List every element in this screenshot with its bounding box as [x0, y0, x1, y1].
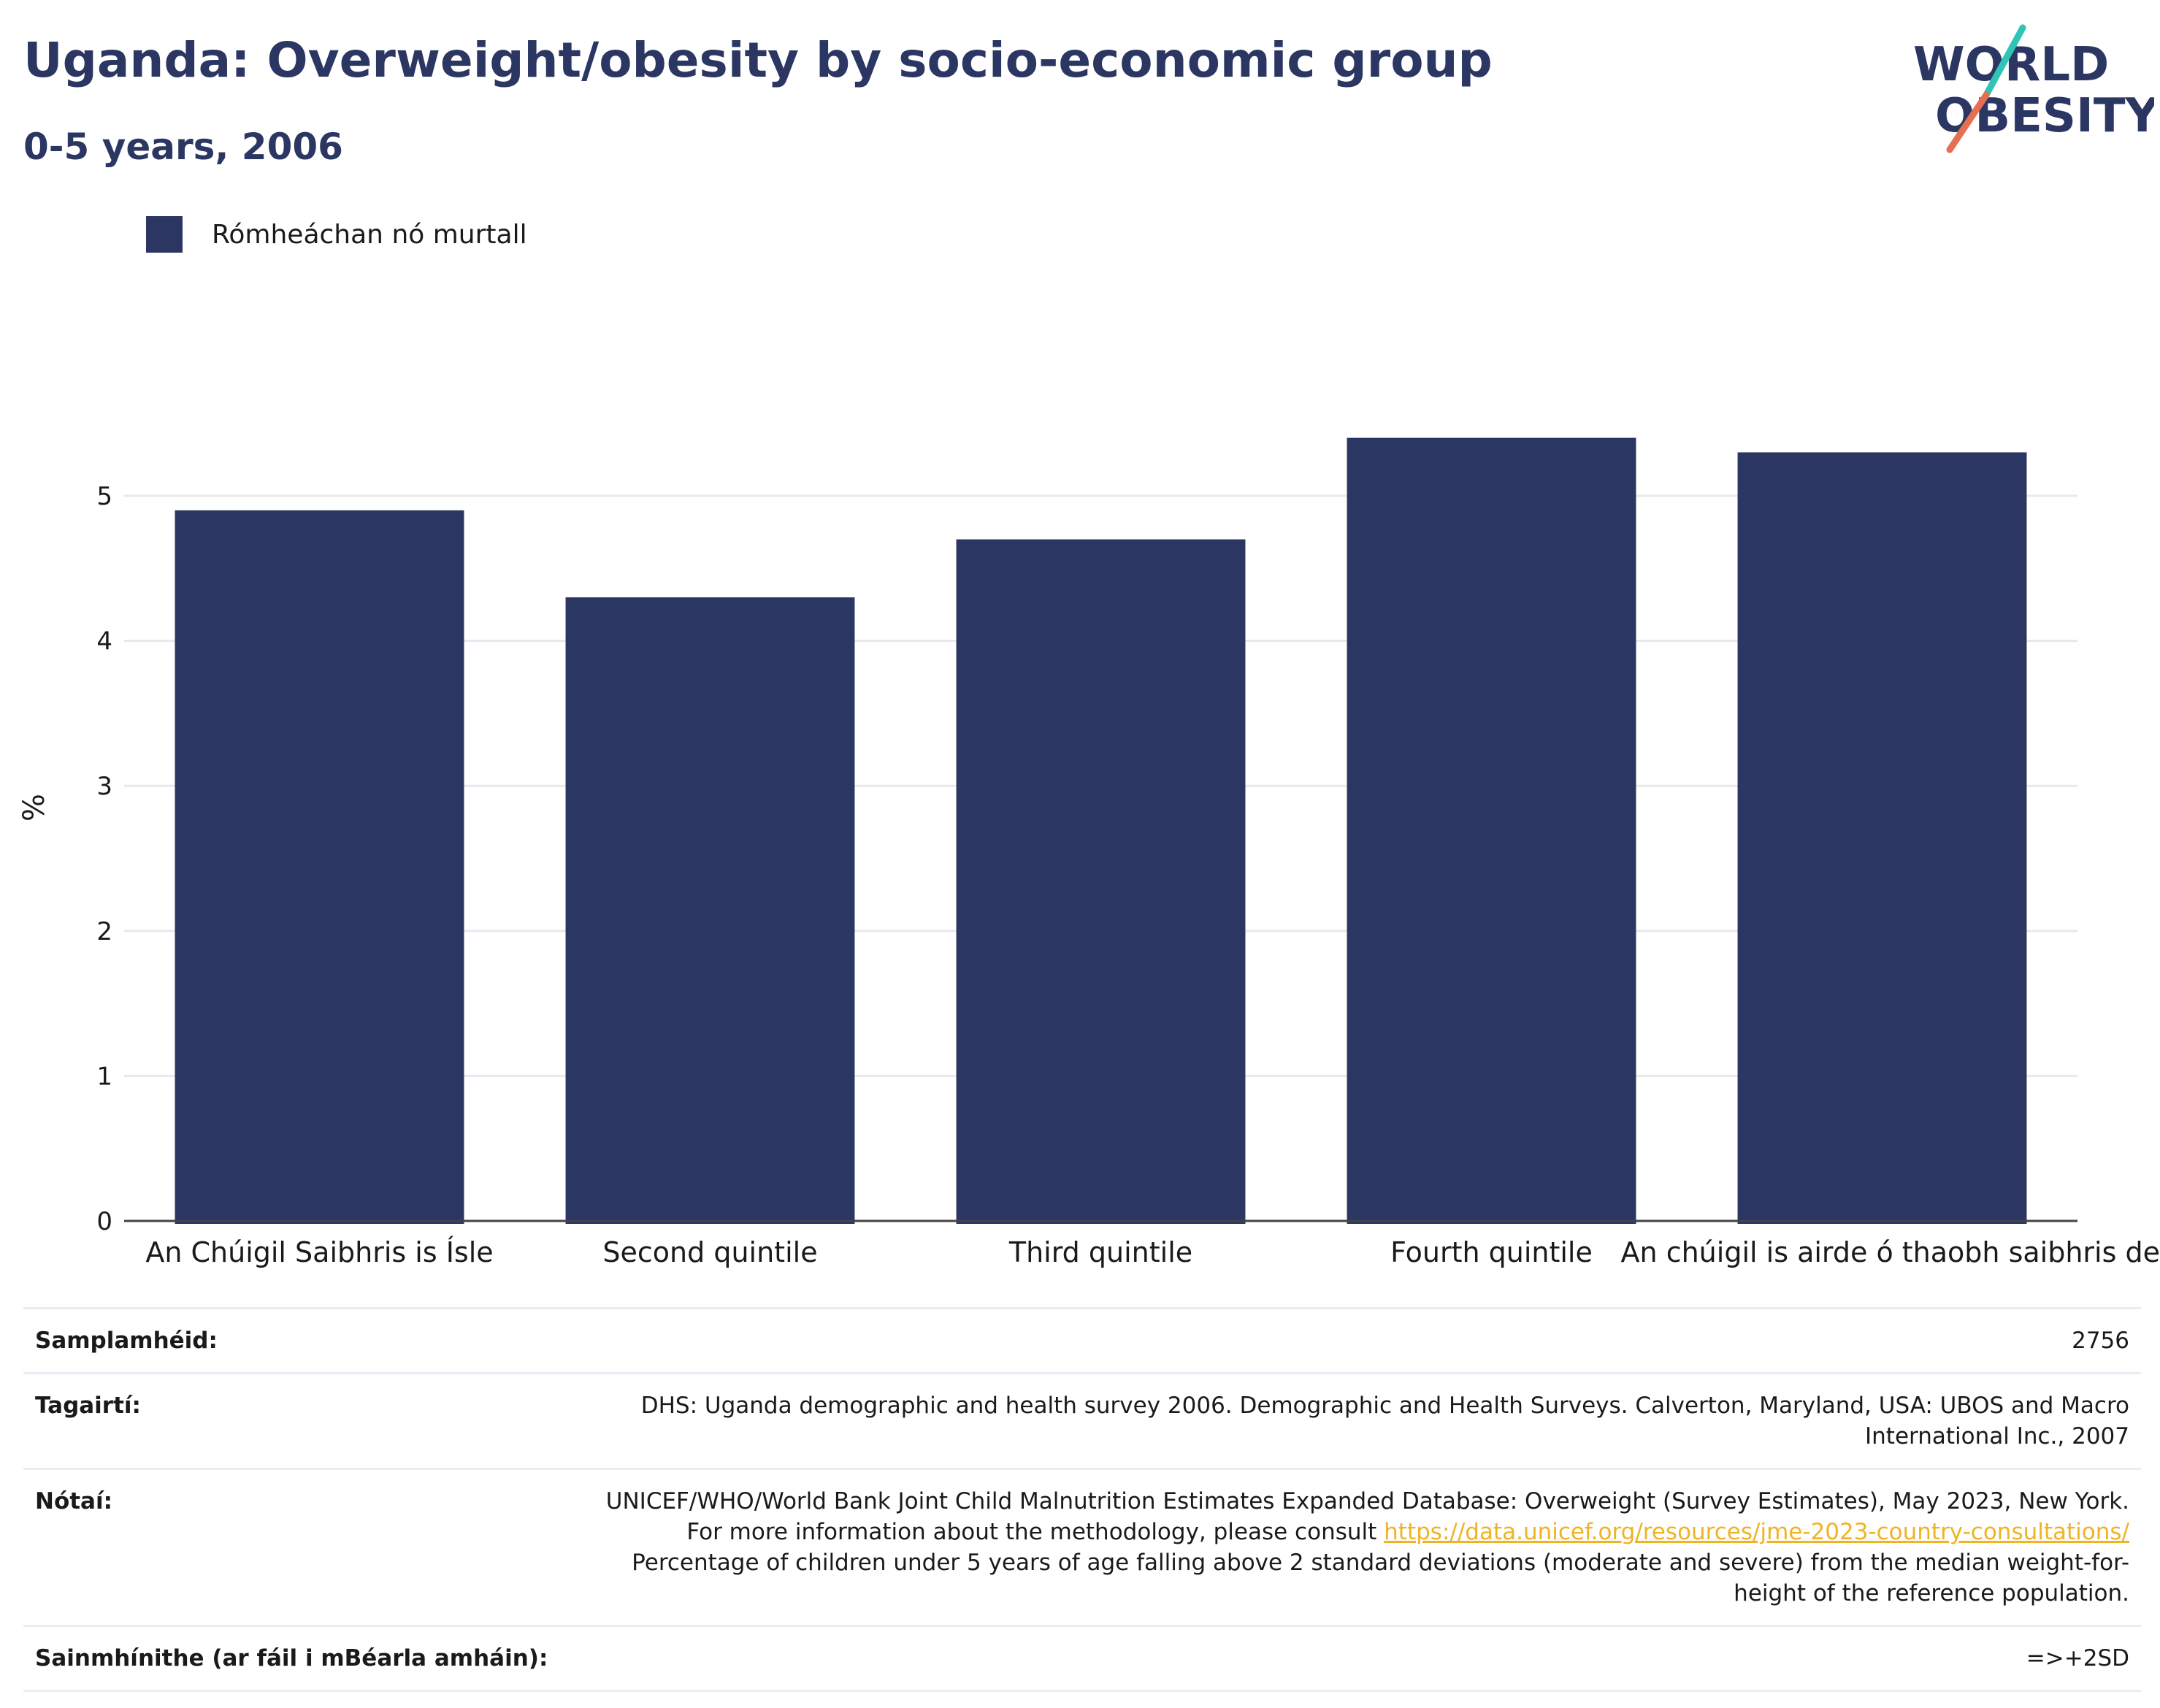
- info-row-references: Tagairtí: DHS: Uganda demographic and he…: [23, 1372, 2141, 1469]
- definitions-value: =>+2SD: [559, 1625, 2141, 1692]
- bar-0: [175, 510, 464, 1224]
- x-tick-label-2: Third quintile: [1008, 1236, 1192, 1268]
- info-row-definitions: Sainmhínithe (ar fáil i mBéarla amháin):…: [23, 1625, 2141, 1692]
- y-tick-label: 1: [96, 1062, 112, 1091]
- x-tick-label-1: Second quintile: [602, 1236, 817, 1268]
- y-tick-label: 2: [96, 917, 112, 946]
- y-tick-label: 5: [96, 482, 112, 511]
- y-tick-labels: 0 1 2 3 4 5: [96, 482, 112, 1236]
- info-table: Samplamhéid: 2756 Tagairtí: DHS: Uganda …: [23, 1307, 2141, 1692]
- legend-label: Rómheáchan nó murtall: [212, 219, 527, 250]
- info-row-notes: Nótaí: UNICEF/WHO/World Bank Joint Child…: [23, 1468, 2141, 1626]
- definitions-label: Sainmhínithe (ar fáil i mBéarla amháin):: [23, 1625, 560, 1692]
- chart-title: Uganda: Overweight/obesity by socio-econ…: [23, 32, 1493, 88]
- bar-3: [1347, 437, 1636, 1225]
- legend-swatch: [146, 216, 183, 253]
- info-row-sample: Samplamhéid: 2756: [23, 1307, 2141, 1374]
- notes-text-1: UNICEF/WHO/World Bank Joint Child Malnut…: [605, 1488, 2129, 1545]
- y-tick-label: 4: [96, 627, 112, 656]
- notes-link[interactable]: https://data.unicef.org/resources/jme-20…: [1384, 1519, 2129, 1545]
- sample-value: 2756: [559, 1307, 2141, 1374]
- logo-accent-teal: [1983, 24, 2026, 99]
- sample-label: Samplamhéid:: [23, 1307, 560, 1374]
- chart-legend[interactable]: Rómheáchan nó murtall: [146, 216, 527, 253]
- y-axis-label: %: [18, 794, 51, 822]
- x-tick-label-3: Fourth quintile: [1390, 1236, 1593, 1268]
- references-label: Tagairtí:: [23, 1372, 560, 1469]
- bar-1: [565, 597, 855, 1224]
- x-tick-labels: An Chúigil Saibhris is Ísle Second quinti…: [145, 1236, 2160, 1268]
- bar-chart: 0 1 2 3 4 5 An Chúigil Saibhris is Ísle Second…: [18, 437, 2160, 1268]
- notes-label: Nótaí:: [23, 1468, 560, 1626]
- y-tick-label: 0: [96, 1207, 112, 1236]
- chart-subtitle: 0-5 years, 2006: [23, 126, 343, 168]
- notes-value: UNICEF/WHO/World Bank Joint Child Malnut…: [559, 1468, 2141, 1626]
- logo-accent-coral: [1946, 91, 1990, 153]
- references-value: DHS: Uganda demographic and health surve…: [559, 1372, 2141, 1469]
- world-obesity-logo: WORLD OBESITY: [1913, 24, 2154, 153]
- bars: [175, 437, 2027, 1225]
- y-tick-label: 3: [96, 772, 112, 801]
- notes-text-2: Percentage of children under 5 years of …: [632, 1550, 2129, 1606]
- x-tick-label-0: An Chúigil Saibhris is Ísle: [145, 1236, 493, 1268]
- x-tick-label-4: An chúigil is airde ó thaobh saibhris de: [1621, 1236, 2160, 1268]
- bar-2: [956, 539, 1246, 1224]
- bar-4: [1737, 452, 2027, 1224]
